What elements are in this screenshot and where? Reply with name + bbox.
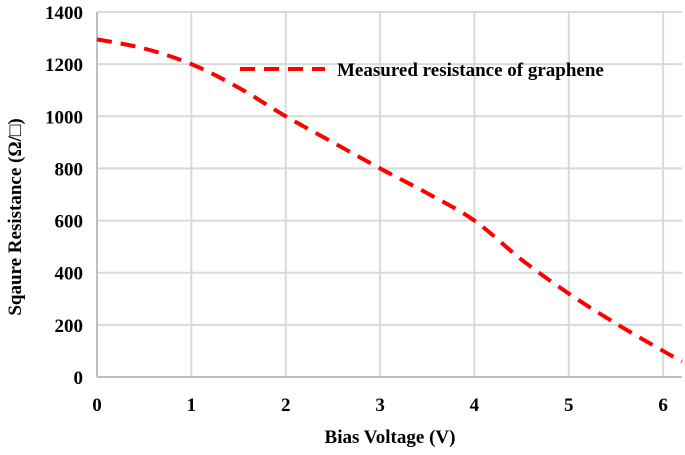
y-tick-label: 400 (55, 264, 84, 285)
y-tick-label: 1400 (45, 3, 83, 24)
series-line (96, 37, 683, 364)
x-tick-label: 2 (281, 395, 291, 416)
legend: Measured resistance of graphene (240, 60, 604, 81)
y-tick-labels: 0 200 400 600 800 1000 1200 1400 (45, 3, 83, 389)
x-tick-label: 3 (375, 395, 385, 416)
axes (96, 12, 682, 378)
y-tick-label: 1000 (45, 107, 83, 128)
x-tick-label: 5 (564, 395, 574, 416)
series-lines (96, 37, 683, 364)
x-tick-label: 6 (658, 395, 668, 416)
y-axis-title: Sqaure Resistance (Ω/□) (5, 118, 26, 315)
x-tick-label: 4 (470, 395, 480, 416)
y-tick-label: 800 (55, 159, 84, 180)
x-tick-labels: 0 1 2 3 4 5 6 (92, 395, 668, 416)
x-tick-label: 0 (92, 395, 102, 416)
x-axis-title: Bias Voltage (V) (325, 427, 456, 448)
legend-label: Measured resistance of graphene (337, 60, 604, 81)
y-tick-label: 600 (55, 212, 84, 233)
y-tick-label: 200 (55, 316, 84, 337)
y-tick-label: 0 (74, 368, 84, 389)
y-tick-label: 1200 (45, 55, 83, 76)
x-tick-label: 1 (187, 395, 197, 416)
